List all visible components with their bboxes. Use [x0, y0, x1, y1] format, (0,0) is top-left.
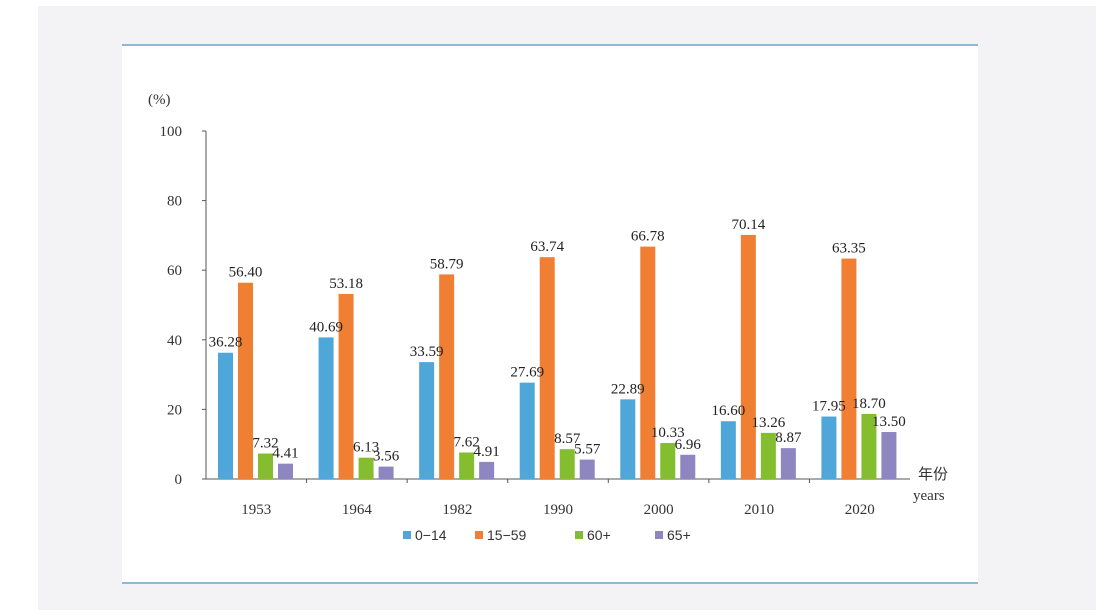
- legend-swatch-3: [655, 531, 663, 539]
- y-tick-label: 100: [160, 124, 183, 140]
- value-labels: 36.28 56.40 7.324.41 40.69 53.18 6.133.56 33.5…: [209, 217, 906, 465]
- data-label: 6.13: [353, 440, 379, 456]
- bar-0−14-2000: [620, 399, 636, 479]
- bar-65+-2020: [881, 432, 897, 479]
- data-label: 66.78: [631, 229, 665, 245]
- data-label: 36.28: [209, 335, 243, 351]
- bar-65+-2000: [680, 454, 696, 479]
- bar-60+-2000: [660, 443, 676, 479]
- bar-0−14-2010: [720, 421, 736, 479]
- bar-60+-1953: [258, 453, 273, 479]
- data-label: 5.57: [574, 442, 601, 458]
- y-tick-label: 0: [175, 472, 183, 488]
- data-label: 22.89: [611, 381, 645, 397]
- bar-15−59-1964: [338, 293, 354, 479]
- data-label: 10.33: [651, 425, 685, 441]
- x-tick-label: 1953: [241, 502, 271, 518]
- bars: [218, 234, 897, 479]
- data-label: 4.41: [272, 446, 298, 462]
- bar-65+-1964: [378, 466, 394, 479]
- bar-0−14-1964: [318, 337, 334, 479]
- x-axis-title-english: years: [913, 488, 945, 504]
- legend-label: 0−14: [415, 527, 447, 543]
- bar-0−14-1990: [519, 382, 535, 479]
- bottom-rule: [122, 582, 978, 584]
- legend-swatch-1: [475, 531, 483, 539]
- bar-60+-2020: [861, 413, 877, 479]
- data-label: 13.50: [872, 414, 906, 430]
- data-label: 40.69: [309, 319, 343, 335]
- legend-label: 15−59: [487, 527, 527, 543]
- y-tick-label: 40: [167, 333, 182, 349]
- data-label: 7.32: [252, 436, 278, 452]
- data-label: 17.95: [812, 399, 846, 415]
- bar-60+-1990: [559, 449, 575, 479]
- y-axis-unit: (%): [148, 92, 171, 108]
- bar-65+-1982: [479, 461, 495, 479]
- x-tick-label: 2020: [845, 502, 875, 518]
- data-label: 63.35: [832, 241, 866, 257]
- bar-0−14-1982: [419, 362, 435, 479]
- x-tick-label: 2010: [744, 502, 774, 518]
- bar-60+-1982: [459, 452, 475, 479]
- x-tick-label: 2000: [644, 502, 674, 518]
- legend-label: 65+: [667, 527, 691, 543]
- data-label: 33.59: [410, 344, 444, 360]
- data-label: 53.18: [329, 276, 363, 292]
- x-axis-title: 年份: [918, 466, 948, 483]
- data-label: 58.79: [430, 256, 464, 272]
- bar-15−59-2010: [740, 234, 756, 479]
- bar-15−59-2000: [640, 246, 656, 479]
- bar-0−14-2020: [821, 416, 837, 479]
- legend-label: 60+: [587, 527, 611, 543]
- data-label: 13.26: [751, 415, 785, 431]
- bar-15−59-1953: [238, 282, 253, 479]
- bar-65+-1990: [579, 459, 595, 479]
- x-tick-label: 1982: [442, 502, 472, 518]
- x-tick-label: 1990: [543, 502, 573, 518]
- data-label: 6.96: [675, 437, 702, 453]
- data-label: 8.57: [554, 431, 581, 447]
- bar-60+-1964: [358, 457, 374, 479]
- data-label: 8.87: [775, 430, 802, 446]
- axes: 0 20 40 60 80 100 1953 1964 1982 1990 2000 2010 2020: [160, 124, 910, 518]
- top-rule: [122, 44, 978, 46]
- data-label: 27.69: [510, 365, 544, 381]
- data-label: 63.74: [530, 239, 564, 255]
- x-tick-label: 1964: [342, 502, 373, 518]
- y-tick-label: 80: [167, 194, 182, 210]
- bar-60+-2010: [760, 432, 776, 479]
- bar-65+-1953: [278, 463, 293, 479]
- legend: 0−14 15−59 60+ 65+: [403, 527, 691, 543]
- data-label: 56.40: [229, 265, 263, 281]
- bar-65+-2010: [780, 448, 796, 479]
- data-label: 70.14: [731, 217, 765, 233]
- bar-15−59-1982: [439, 274, 455, 479]
- bar-15−59-1990: [539, 257, 555, 479]
- y-tick-label: 20: [167, 402, 182, 418]
- bar-0−14-1953: [218, 352, 233, 479]
- data-label: 16.60: [711, 403, 745, 419]
- y-tick-label: 60: [167, 263, 182, 279]
- data-label: 18.70: [852, 396, 886, 412]
- data-label: 3.56: [373, 449, 400, 465]
- legend-swatch-0: [403, 531, 411, 539]
- data-label: 4.91: [474, 444, 500, 460]
- data-label: 7.62: [454, 434, 480, 450]
- bar-15−59-2020: [841, 258, 857, 479]
- legend-swatch-2: [575, 531, 583, 539]
